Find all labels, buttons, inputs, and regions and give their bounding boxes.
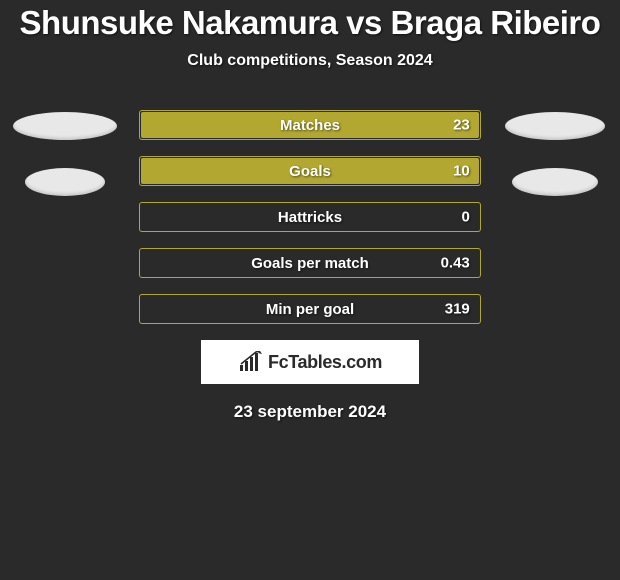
stat-bar-value: 0	[461, 209, 469, 226]
stats-area: Matches 23 Goals 10 Hattricks 0 Goals per matc…	[0, 110, 620, 324]
stat-bars: Matches 23 Goals 10 Hattricks 0 Goals per matc…	[139, 110, 481, 324]
player-marker-ellipse	[505, 112, 605, 140]
stat-bar: Goals 10	[139, 156, 481, 186]
stat-bar-label: Goals per match	[251, 255, 369, 272]
stat-bar-label: Matches	[280, 117, 340, 134]
stat-bar-value: 23	[453, 117, 470, 134]
stat-bar-label: Goals	[289, 163, 331, 180]
stat-bar: Goals per match 0.43	[139, 248, 481, 278]
player-marker-ellipse	[25, 168, 105, 196]
stat-bar: Min per goal 319	[139, 294, 481, 324]
root: Shunsuke Nakamura vs Braga Ribeiro Club …	[0, 0, 620, 422]
stat-bar: Hattricks 0	[139, 202, 481, 232]
left-player-markers	[10, 110, 119, 196]
logo-box: FcTables.com	[201, 340, 419, 384]
right-player-markers	[501, 110, 610, 196]
stat-bar: Matches 23	[139, 110, 481, 140]
stat-bar-label: Min per goal	[266, 301, 354, 318]
date-label: 23 september 2024	[0, 402, 620, 422]
stat-bar-value: 10	[453, 163, 470, 180]
logo-chart-icon	[238, 351, 264, 373]
page-title: Shunsuke Nakamura vs Braga Ribeiro	[0, 4, 620, 42]
stat-bar-value: 319	[445, 301, 470, 318]
player-marker-ellipse	[13, 112, 117, 140]
stat-bar-value: 0.43	[441, 255, 470, 272]
stat-bar-label: Hattricks	[278, 209, 342, 226]
subtitle: Club competitions, Season 2024	[0, 52, 620, 70]
player-marker-ellipse	[512, 168, 598, 196]
logo-text: FcTables.com	[268, 352, 382, 373]
